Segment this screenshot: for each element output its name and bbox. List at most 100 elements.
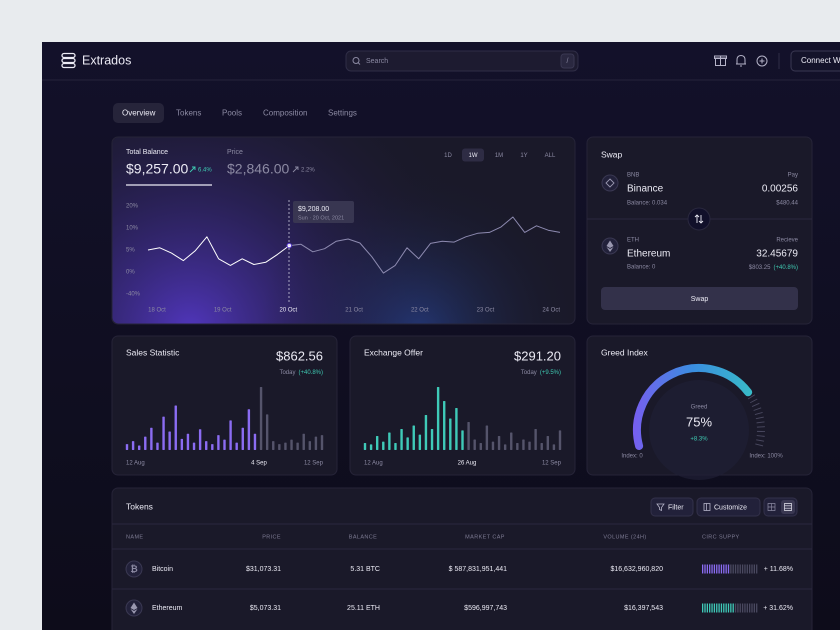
tooltip-value: $9,208.00 (298, 206, 329, 213)
token-volume: $16,632,960,820 (610, 566, 663, 573)
bar (131, 441, 135, 450)
x-label: 12 Sep (304, 461, 324, 467)
supply-tick (746, 564, 748, 574)
bar (253, 433, 257, 450)
token-name[interactable]: Bitcoin (152, 566, 173, 573)
exchange-title: Exchange Offer (364, 347, 423, 357)
price-label[interactable]: Price (227, 149, 243, 156)
tab[interactable]: Tokens (176, 109, 201, 118)
supply-tick (704, 603, 706, 613)
token-balance: 25.11 ETH (347, 605, 380, 612)
token-price: $5,073.31 (250, 605, 281, 612)
tab[interactable]: Settings (328, 109, 357, 118)
range-button[interactable]: ALL (545, 153, 556, 159)
tab[interactable]: Overview (122, 109, 156, 118)
from-symbol: BNB (627, 173, 639, 179)
supply-tick (709, 603, 711, 613)
sales-card (111, 335, 338, 476)
greed-label: Greed (691, 405, 708, 411)
bar (198, 429, 202, 450)
x-tick-label: 22 Oct (411, 308, 429, 314)
connect-wallet-button[interactable]: Connect W (790, 50, 840, 72)
search-box[interactable]: Search / (345, 50, 579, 72)
bar (388, 432, 391, 450)
sales-value: $862.56 (276, 348, 323, 363)
supply-tick (713, 603, 716, 613)
connect-wallet-label: Connect W (801, 56, 840, 65)
bar (443, 401, 446, 450)
swap-card (586, 136, 813, 325)
customize-button[interactable]: Customize (696, 497, 761, 517)
supply-tick (756, 603, 758, 613)
exchange-value: $291.20 (514, 348, 561, 363)
token-name[interactable]: Ethereum (152, 605, 183, 612)
range-button[interactable]: 1Y (520, 153, 527, 159)
bar (485, 425, 489, 450)
add-icon[interactable] (756, 55, 768, 67)
tab[interactable]: Pools (222, 109, 242, 118)
bar (424, 415, 428, 450)
y-tick-label: -40% (126, 292, 141, 298)
filter-button[interactable]: Filter (650, 497, 694, 517)
x-tick-label: 19 Oct (214, 308, 232, 314)
gift-icon[interactable] (714, 55, 727, 66)
from-balance: Balance: 0.034 (627, 201, 668, 207)
range-button[interactable]: 1W (469, 153, 478, 159)
bar (320, 435, 324, 450)
price: $2,846.00 (227, 161, 289, 177)
bar (375, 436, 379, 450)
bnb-icon (601, 174, 619, 192)
bar (162, 416, 165, 450)
bar (497, 436, 501, 450)
supply-tick (737, 603, 739, 613)
x-label: 12 Aug (364, 461, 383, 467)
bar (552, 444, 556, 450)
to-usd: $803.25 (749, 265, 771, 271)
supply-tick (744, 603, 746, 613)
to-balance: Balance: 0 (627, 265, 656, 271)
bar (296, 442, 299, 450)
to-amount[interactable]: 32.45679 (756, 249, 798, 260)
supply-tick (723, 603, 725, 613)
total-balance-change: 6.4% (198, 168, 212, 174)
supply-tick (730, 603, 732, 613)
y-tick-label: 0% (126, 270, 135, 276)
supply-tick (749, 603, 751, 613)
bar (150, 427, 153, 450)
ethereum-icon (125, 599, 143, 617)
bar (516, 443, 519, 450)
greed-change: +8.3% (690, 437, 708, 443)
range-button[interactable]: 1M (495, 153, 503, 159)
filter-label: Filter (668, 504, 684, 511)
swap-button[interactable]: Swap (601, 287, 798, 310)
supply-tick (716, 564, 718, 574)
total-balance-label: Total Balance (126, 149, 168, 156)
bar (473, 439, 476, 450)
gauge-tick (749, 398, 758, 404)
bar (211, 444, 214, 450)
bar (168, 431, 171, 450)
column-header: PRICE (262, 534, 281, 540)
x-tick-label: 18 Oct (148, 308, 166, 314)
bell-icon[interactable] (736, 54, 746, 67)
supply-meter (702, 564, 758, 574)
swap-direction-button[interactable] (687, 207, 711, 231)
sales-change-line: Today (+40.8%) (279, 370, 323, 376)
bar (558, 430, 562, 450)
sales-change: (+40.8%) (298, 370, 323, 376)
supply-tick (734, 603, 737, 613)
y-tick-label: 20% (126, 204, 139, 210)
tab[interactable]: Composition (263, 109, 307, 118)
price-change: 2.2% (301, 168, 315, 174)
supply-tick (711, 564, 713, 574)
from-label: Pay (788, 173, 798, 179)
range-button[interactable]: 1D (444, 153, 452, 159)
token-market-cap: $ 587,831,951,441 (449, 566, 507, 573)
bar (412, 425, 415, 450)
view-toggle[interactable] (763, 497, 798, 517)
from-usd: $480.44 (776, 201, 798, 207)
column-header: NAME (126, 534, 144, 540)
from-amount[interactable]: 0.00256 (762, 184, 799, 195)
supply-tick (706, 564, 708, 574)
